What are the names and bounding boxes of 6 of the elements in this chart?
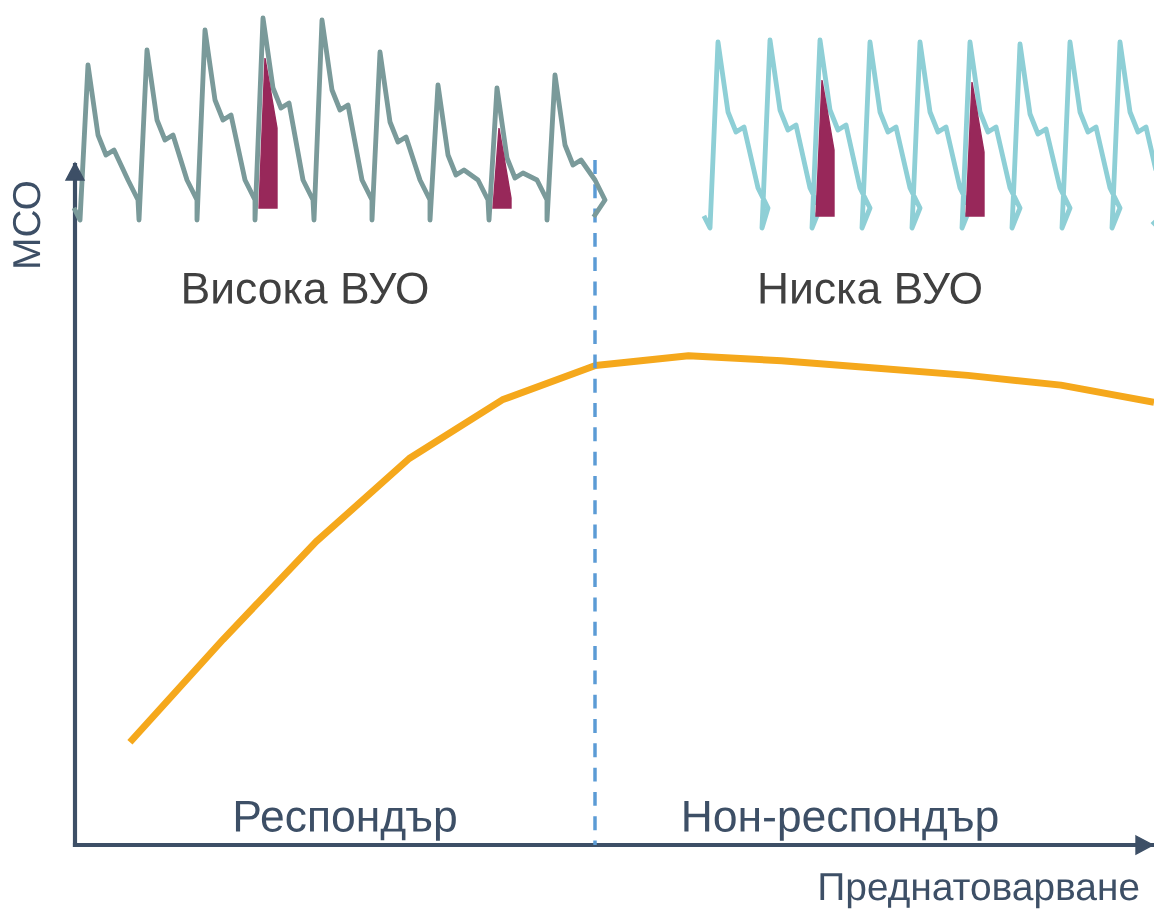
x-axis-title: Преднатоварване	[820, 873, 1139, 909]
text: Висока ВУО	[184, 272, 428, 304]
annotation: Нон-респондър	[684, 800, 998, 841]
annotation: Респондър	[235, 800, 456, 841]
y-axis-title: МСО	[12, 181, 41, 267]
text: Ниска ВУО	[760, 272, 981, 304]
